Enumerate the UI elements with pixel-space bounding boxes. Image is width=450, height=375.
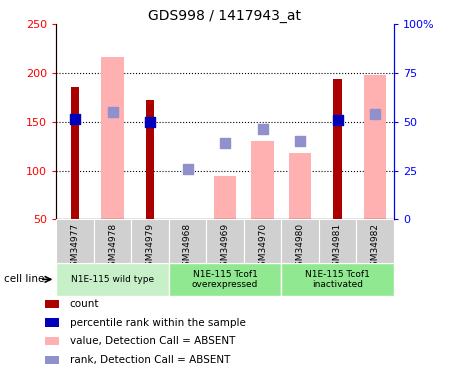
Bar — [101, 57, 124, 219]
Bar — [333, 79, 342, 219]
Bar — [244, 219, 281, 262]
Bar — [169, 262, 281, 296]
Text: GDS998 / 1417943_at: GDS998 / 1417943_at — [148, 9, 302, 23]
Bar — [364, 75, 386, 219]
Bar — [56, 219, 94, 262]
Text: GSM34968: GSM34968 — [183, 223, 192, 272]
Text: GSM34980: GSM34980 — [296, 223, 305, 272]
Text: GSM34970: GSM34970 — [258, 223, 267, 272]
Point — [72, 116, 79, 122]
Bar — [214, 176, 236, 219]
Bar — [56, 262, 169, 296]
Bar — [281, 219, 319, 262]
Bar — [131, 219, 169, 262]
Bar — [169, 219, 206, 262]
Point — [259, 126, 266, 132]
Text: count: count — [70, 299, 99, 309]
Text: cell line: cell line — [4, 274, 45, 284]
Text: GSM34982: GSM34982 — [370, 223, 379, 272]
Point — [221, 140, 229, 146]
Text: N1E-115 wild type: N1E-115 wild type — [71, 275, 154, 284]
Text: N1E-115 Tcof1
overexpressed: N1E-115 Tcof1 overexpressed — [192, 270, 258, 289]
Bar — [251, 141, 274, 219]
Text: GSM34978: GSM34978 — [108, 223, 117, 272]
Text: value, Detection Call = ABSENT: value, Detection Call = ABSENT — [70, 336, 235, 346]
Text: percentile rank within the sample: percentile rank within the sample — [70, 318, 246, 327]
Point — [334, 117, 341, 123]
Bar — [289, 153, 311, 219]
Point — [371, 111, 378, 117]
Text: N1E-115 Tcof1
inactivated: N1E-115 Tcof1 inactivated — [305, 270, 370, 289]
Bar — [281, 262, 394, 296]
Bar — [94, 219, 131, 262]
Point — [146, 119, 153, 125]
Bar — [206, 219, 244, 262]
Point — [184, 166, 191, 172]
Text: GSM34981: GSM34981 — [333, 223, 342, 272]
Bar — [319, 219, 356, 262]
Text: GSM34969: GSM34969 — [220, 223, 230, 272]
Point — [109, 109, 116, 115]
Bar — [71, 87, 79, 219]
Text: GSM34977: GSM34977 — [71, 223, 80, 272]
Bar — [146, 100, 154, 219]
Text: GSM34979: GSM34979 — [145, 223, 154, 272]
Text: rank, Detection Call = ABSENT: rank, Detection Call = ABSENT — [70, 355, 230, 365]
Point — [297, 138, 304, 144]
Bar — [356, 219, 394, 262]
